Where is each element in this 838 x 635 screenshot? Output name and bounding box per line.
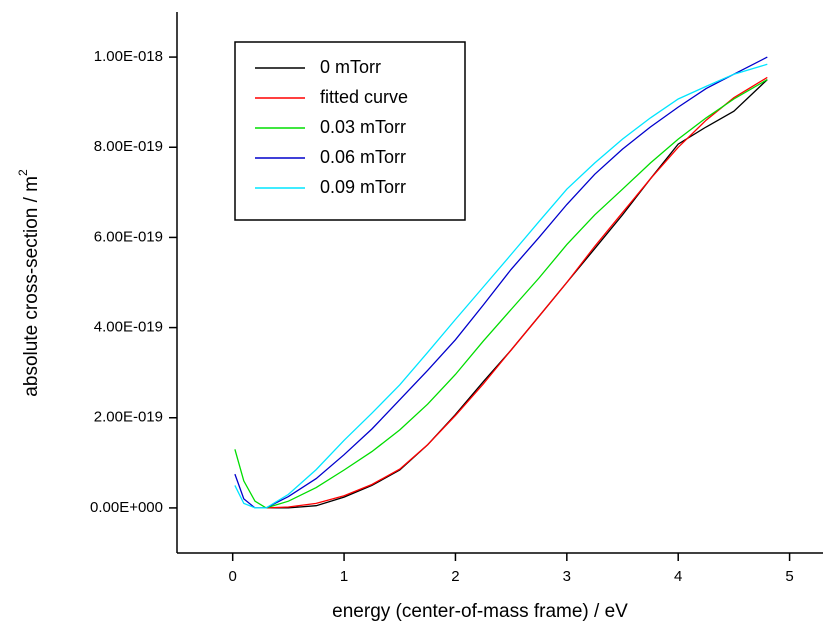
legend-label: fitted curve [320, 87, 408, 107]
y-tick-label: 8.00E-019 [94, 138, 163, 155]
legend-label: 0.06 mTorr [320, 147, 406, 167]
legend-label: 0.03 mTorr [320, 117, 406, 137]
y-tick-label: 6.00E-019 [94, 228, 163, 245]
legend-label: 0 mTorr [320, 57, 381, 77]
y-tick-label: 4.00E-019 [94, 319, 163, 336]
y-axis-label: absolute cross-section / m2 [16, 169, 42, 397]
series-line [234, 56, 768, 509]
legend-box [234, 41, 466, 221]
x-tick-label: 3 [563, 568, 571, 585]
x-axis-label: energy (center-of-mass frame) / eV [332, 601, 628, 622]
y-axis-label-main: absolute cross-section / m [21, 176, 42, 397]
series-line [234, 79, 768, 509]
x-tick-label: 5 [785, 568, 793, 585]
x-tick-label: 0 [229, 568, 237, 585]
y-tick-label: 1.00E-018 [94, 48, 163, 65]
x-tick-label: 1 [340, 568, 348, 585]
y-tick-label: 2.00E-019 [94, 409, 163, 426]
series-line [234, 63, 768, 509]
y-axis-label-sup: 2 [16, 169, 30, 176]
y-tick-label: 0.00E+000 [90, 499, 163, 516]
x-tick-label: 2 [451, 568, 459, 585]
x-tick-label: 4 [674, 568, 682, 585]
series-line [266, 76, 768, 509]
legend-label: 0.09 mTorr [320, 177, 406, 197]
